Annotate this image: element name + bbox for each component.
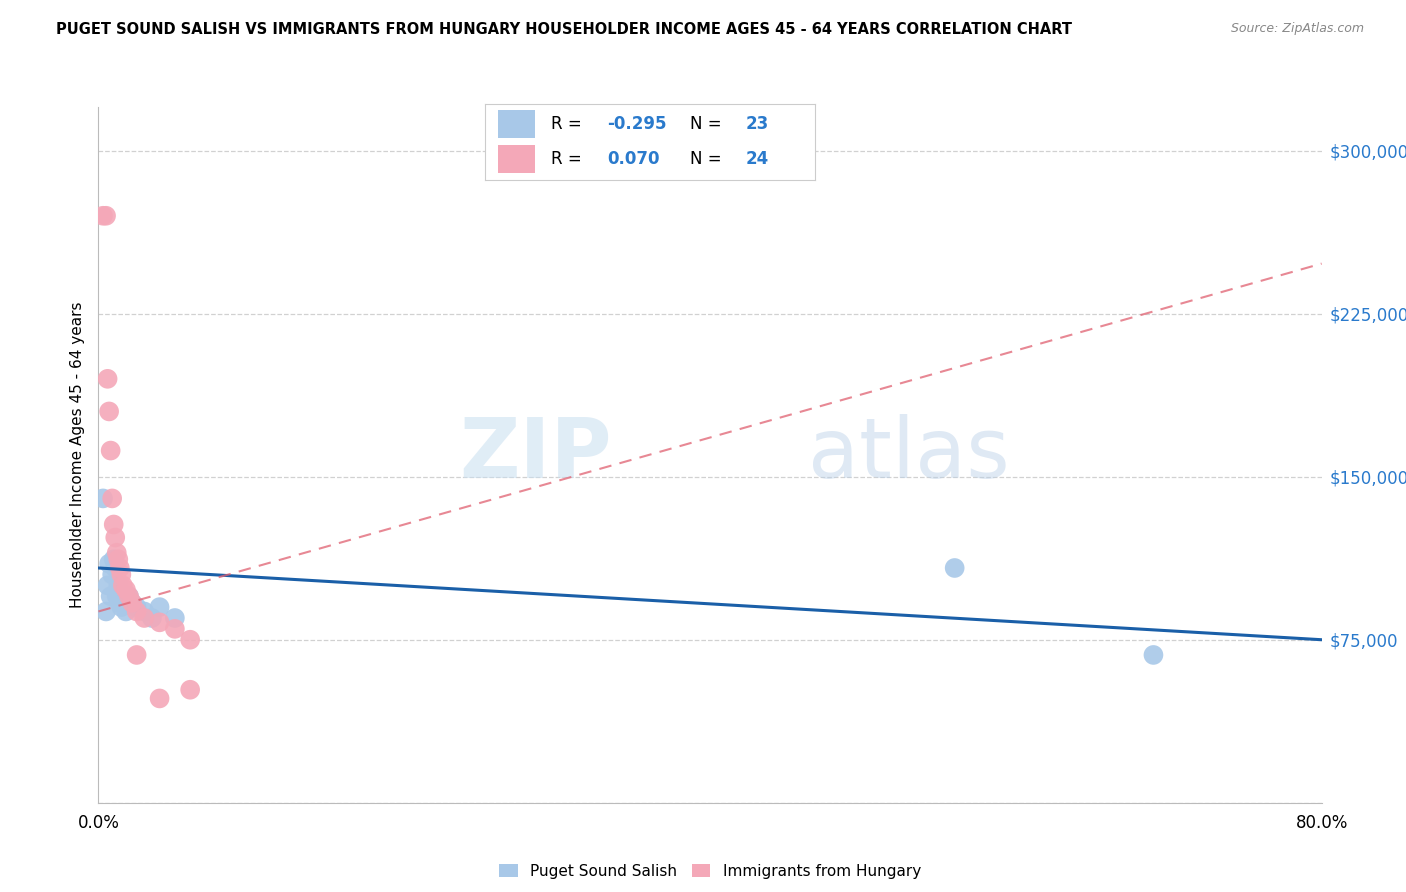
Point bbox=[125, 600, 148, 615]
Text: N =: N = bbox=[690, 115, 727, 133]
Point bbox=[97, 578, 120, 592]
Text: N =: N = bbox=[690, 150, 727, 168]
Point bbox=[91, 491, 114, 506]
Point bbox=[111, 578, 134, 592]
Point bbox=[100, 589, 122, 603]
Point bbox=[179, 682, 201, 697]
Point bbox=[134, 605, 156, 619]
Text: atlas: atlas bbox=[808, 415, 1010, 495]
Point bbox=[115, 605, 138, 619]
Text: 23: 23 bbox=[747, 115, 769, 133]
Point bbox=[108, 561, 131, 575]
Point bbox=[118, 589, 141, 603]
Point bbox=[104, 561, 127, 575]
Point bbox=[107, 578, 129, 592]
Point bbox=[97, 372, 120, 386]
Text: R =: R = bbox=[551, 150, 588, 168]
Text: R =: R = bbox=[551, 115, 588, 133]
Point bbox=[94, 209, 117, 223]
Text: ZIP: ZIP bbox=[460, 415, 612, 495]
Text: PUGET SOUND SALISH VS IMMIGRANTS FROM HUNGARY HOUSEHOLDER INCOME AGES 45 - 64 YE: PUGET SOUND SALISH VS IMMIGRANTS FROM HU… bbox=[56, 22, 1073, 37]
Bar bbox=[498, 111, 534, 137]
Point bbox=[121, 596, 143, 610]
Text: 24: 24 bbox=[747, 150, 769, 168]
Point bbox=[179, 632, 201, 647]
Point bbox=[98, 557, 121, 571]
Point bbox=[115, 582, 138, 597]
Y-axis label: Householder Income Ages 45 - 64 years: Householder Income Ages 45 - 64 years bbox=[70, 301, 86, 608]
Point bbox=[101, 491, 124, 506]
Point bbox=[163, 611, 186, 625]
Point bbox=[103, 517, 125, 532]
Point bbox=[149, 691, 172, 706]
Point bbox=[943, 561, 966, 575]
Point bbox=[125, 648, 148, 662]
Point bbox=[94, 605, 117, 619]
Point bbox=[110, 567, 132, 582]
Text: Source: ZipAtlas.com: Source: ZipAtlas.com bbox=[1230, 22, 1364, 36]
Text: 0.070: 0.070 bbox=[607, 150, 659, 168]
Point bbox=[118, 589, 141, 603]
Point bbox=[100, 443, 122, 458]
Point bbox=[149, 600, 172, 615]
Point bbox=[105, 589, 128, 603]
Point bbox=[104, 531, 127, 545]
Point bbox=[107, 552, 129, 566]
Point bbox=[103, 552, 125, 566]
Point bbox=[101, 567, 124, 582]
Point bbox=[91, 209, 114, 223]
Point bbox=[108, 596, 131, 610]
Point bbox=[141, 611, 163, 625]
Point bbox=[121, 596, 143, 610]
Point bbox=[1142, 648, 1164, 662]
Point bbox=[134, 611, 156, 625]
Point bbox=[163, 622, 186, 636]
Point bbox=[98, 404, 121, 418]
Legend: Puget Sound Salish, Immigrants from Hungary: Puget Sound Salish, Immigrants from Hung… bbox=[499, 863, 921, 879]
Point bbox=[105, 546, 128, 560]
Bar bbox=[498, 145, 534, 173]
Text: -0.295: -0.295 bbox=[607, 115, 666, 133]
Point bbox=[110, 600, 132, 615]
Point bbox=[111, 589, 134, 603]
Point bbox=[149, 615, 172, 630]
Point bbox=[125, 605, 148, 619]
